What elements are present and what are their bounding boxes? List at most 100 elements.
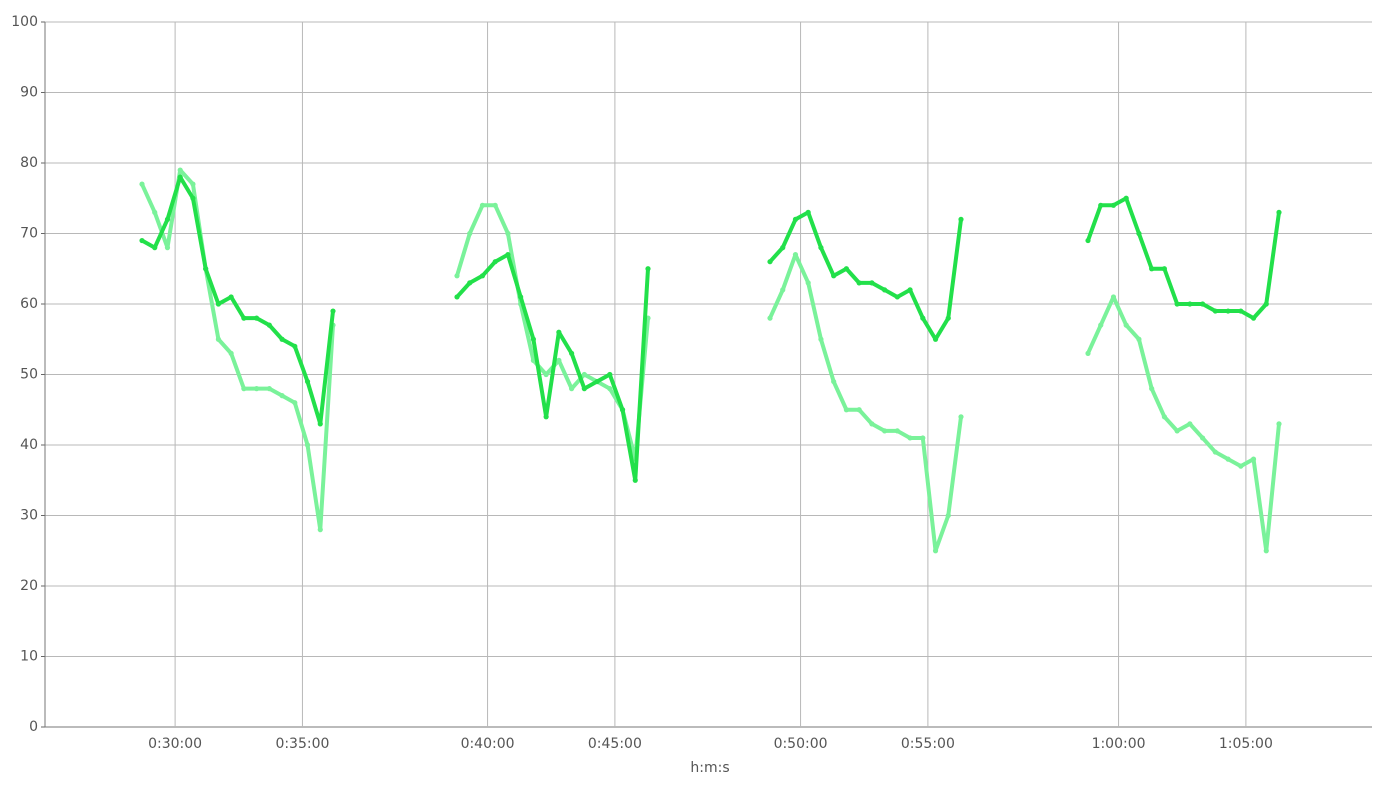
data-point [152,209,158,215]
data-point [279,336,285,342]
data-point [479,202,486,208]
x-tick-label: 0:35:00 [275,736,329,752]
data-point [492,202,498,208]
y-tick-label: 30 [20,508,38,524]
data-point [818,336,824,342]
data-point [203,266,209,272]
data-point [241,386,247,392]
y-tick-label: 60 [20,296,38,312]
data-point [266,386,272,392]
data-point [619,407,626,413]
data-point [228,350,234,356]
data-point [1136,336,1142,342]
data-point [1085,237,1091,244]
data-point [317,527,323,533]
data-point [882,428,888,434]
data-point [1098,202,1104,208]
data-point [1123,195,1129,201]
data-point [1085,350,1091,356]
data-point [1161,414,1167,420]
data-point [1123,322,1129,328]
data-point [607,371,613,378]
data-point [1174,301,1180,307]
data-point [330,308,336,314]
data-point [869,421,875,427]
data-point [190,181,196,187]
data-point [1149,386,1155,392]
data-point [1250,315,1257,321]
data-point [139,181,145,187]
data-point [492,259,498,265]
data-point [1238,463,1244,469]
data-point [1238,308,1244,314]
data-point [1161,266,1167,272]
data-point [467,280,473,286]
y-tick-label: 80 [20,155,38,171]
data-point [792,252,799,258]
data-point [1263,301,1269,307]
data-point [543,371,549,378]
data-point [505,252,511,258]
data-point [1276,209,1282,215]
data-point [1225,308,1231,314]
data-point [317,421,323,427]
x-tick-label: 0:45:00 [588,736,642,752]
data-point [1212,449,1218,455]
data-point [958,216,964,222]
data-point [907,287,913,293]
data-point [767,259,773,265]
data-point [780,245,786,251]
data-point [856,407,862,413]
data-point [856,280,862,286]
data-point [152,245,158,251]
data-point [1136,230,1142,237]
data-point [505,230,511,237]
data-point [882,287,888,293]
data-point [581,386,587,392]
x-tick-label: 0:30:00 [148,736,202,752]
data-point [254,315,260,321]
data-point [958,414,964,420]
data-point [1110,202,1117,208]
data-point [843,266,850,272]
y-tick-label: 10 [20,649,38,665]
series-line [455,203,650,462]
data-point [1225,456,1231,462]
data-point [1200,435,1206,441]
y-tick-label: 40 [20,437,38,453]
data-point [164,245,171,251]
data-point [920,435,926,441]
series-line [768,252,963,553]
data-point [945,315,951,321]
data-point [215,301,221,307]
data-point [467,230,473,237]
data-point [831,273,837,279]
data-point [792,216,799,222]
x-tick-label: 1:00:00 [1092,736,1146,752]
data-point [894,428,900,434]
data-point [1263,548,1269,554]
data-point [581,371,587,378]
data-point [266,322,272,328]
data-point [1098,322,1104,328]
data-point [932,548,939,554]
data-point [569,386,575,392]
series-line [1086,294,1281,553]
data-point [164,216,171,222]
data-point [594,378,600,385]
data-point [843,407,850,413]
data-point [177,167,183,173]
y-tick-label: 70 [20,226,38,242]
data-point [228,294,234,300]
series-line [1086,196,1281,321]
data-point [479,273,486,279]
y-tick-label: 90 [20,85,38,101]
data-point [1110,294,1117,300]
series-line [768,210,963,342]
data-point [304,442,311,448]
data-point [1187,421,1193,427]
data-point [569,350,575,356]
data-point [767,315,773,321]
data-point [945,512,951,519]
